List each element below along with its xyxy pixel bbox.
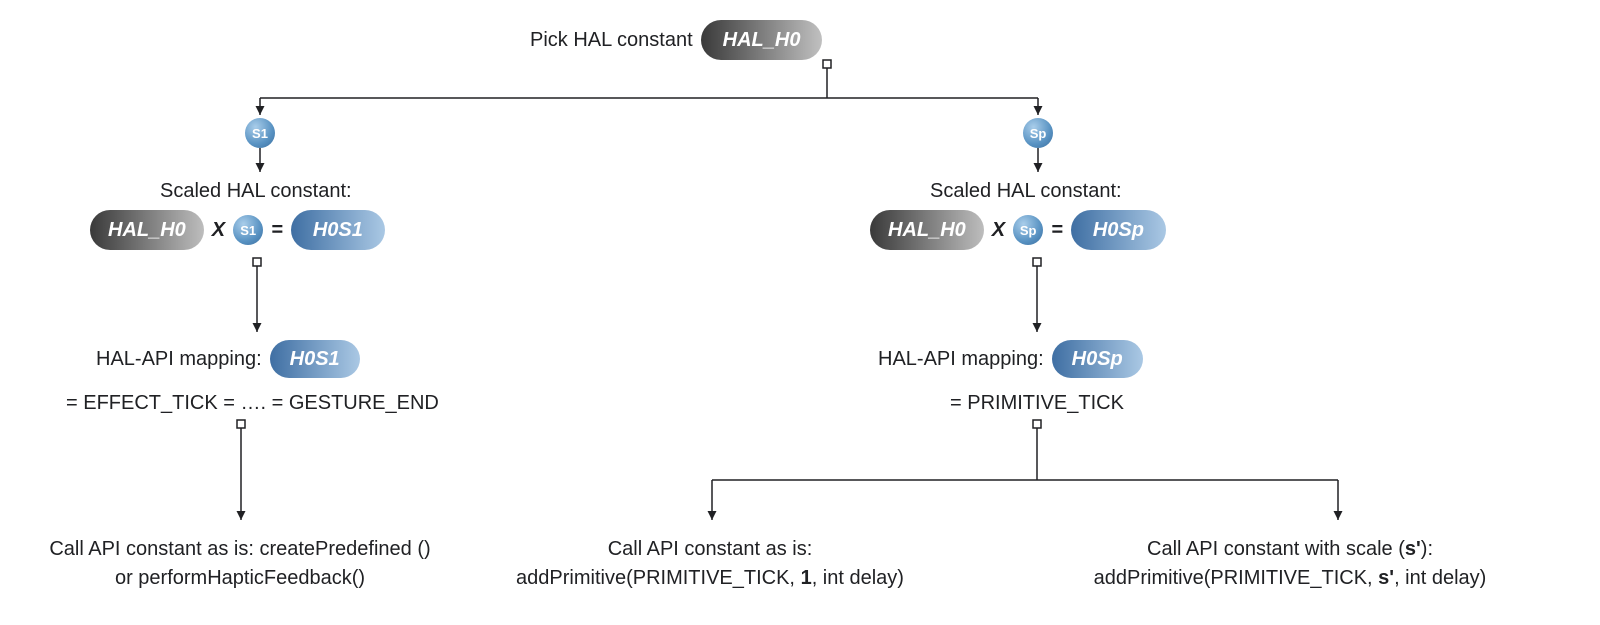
leaf-rr-line1: Call API constant with scale (s'): bbox=[1030, 535, 1550, 564]
mapping-right-pill: H0Sp bbox=[1052, 340, 1143, 378]
leaf-rr-line2: addPrimitive(PRIMITIVE_TICK, s', int del… bbox=[1030, 564, 1550, 593]
leaf-rr-l2-bold: s' bbox=[1378, 567, 1394, 589]
op-eq-left: = bbox=[271, 219, 283, 242]
branch-circle-sp: Sp bbox=[1023, 118, 1053, 148]
mapping-right-text: = PRIMITIVE_TICK bbox=[950, 392, 1124, 415]
op-times-left: X bbox=[212, 219, 225, 242]
scaled-row-left: HAL_H0 X S1 = H0S1 bbox=[90, 210, 385, 250]
leaf-rr-l1-bold: s' bbox=[1405, 538, 1421, 560]
scaled-row-right: HAL_H0 X Sp = H0Sp bbox=[870, 210, 1166, 250]
mapping-row-left: HAL-API mapping: H0S1 bbox=[96, 340, 360, 378]
scaled-right-s: Sp bbox=[1013, 215, 1043, 245]
scaled-title-left: Scaled HAL constant: bbox=[160, 180, 352, 203]
mapping-left-text: = EFFECT_TICK = …. = GESTURE_END bbox=[66, 392, 439, 415]
s1-circle: S1 bbox=[245, 118, 275, 148]
leaf-rl-l2-pre: addPrimitive(PRIMITIVE_TICK, bbox=[516, 567, 801, 589]
scaled-left-result: H0S1 bbox=[291, 210, 385, 250]
sp-circle: Sp bbox=[1023, 118, 1053, 148]
mapping-right-label: HAL-API mapping: bbox=[878, 348, 1044, 371]
leaf-rl-l2-post: , int delay) bbox=[812, 567, 904, 589]
scaled-left-s: S1 bbox=[233, 215, 263, 245]
scaled-right-result: H0Sp bbox=[1071, 210, 1166, 250]
root-node: Pick HAL constant HAL_H0 bbox=[530, 20, 822, 60]
leaf-rl-line2: addPrimitive(PRIMITIVE_TICK, 1, int dela… bbox=[495, 564, 925, 593]
leaf-right-left: Call API constant as is: addPrimitive(PR… bbox=[495, 535, 925, 593]
mapping-row-right: HAL-API mapping: H0Sp bbox=[878, 340, 1143, 378]
leaf-right-right: Call API constant with scale (s'): addPr… bbox=[1030, 535, 1550, 593]
op-eq-right: = bbox=[1051, 219, 1063, 242]
mapping-left-pill: H0S1 bbox=[270, 340, 360, 378]
scaled-title-right: Scaled HAL constant: bbox=[930, 180, 1122, 203]
leaf-rr-l2-pre: addPrimitive(PRIMITIVE_TICK, bbox=[1094, 567, 1379, 589]
leaf-rl-line1: Call API constant as is: bbox=[495, 535, 925, 564]
op-times-right: X bbox=[992, 219, 1005, 242]
root-pill: HAL_H0 bbox=[701, 20, 823, 60]
leaf-rr-l1-post: ): bbox=[1421, 538, 1433, 560]
scaled-left-hal: HAL_H0 bbox=[90, 210, 204, 250]
leaf-left-line2: or performHapticFeedback() bbox=[40, 564, 440, 593]
flowchart-canvas: Pick HAL constant HAL_H0 S1 Sp Scaled HA… bbox=[0, 0, 1600, 625]
connectors-layer bbox=[0, 0, 1600, 625]
leaf-left: Call API constant as is: createPredefine… bbox=[40, 535, 440, 593]
mapping-left-label: HAL-API mapping: bbox=[96, 348, 262, 371]
branch-circle-s1: S1 bbox=[245, 118, 275, 148]
scaled-right-hal: HAL_H0 bbox=[870, 210, 984, 250]
leaf-rl-l2-bold: 1 bbox=[801, 567, 812, 589]
leaf-rr-l1-pre: Call API constant with scale ( bbox=[1147, 538, 1405, 560]
leaf-rr-l2-post: , int delay) bbox=[1394, 567, 1486, 589]
root-label: Pick HAL constant bbox=[530, 29, 693, 52]
leaf-left-line1: Call API constant as is: createPredefine… bbox=[40, 535, 440, 564]
